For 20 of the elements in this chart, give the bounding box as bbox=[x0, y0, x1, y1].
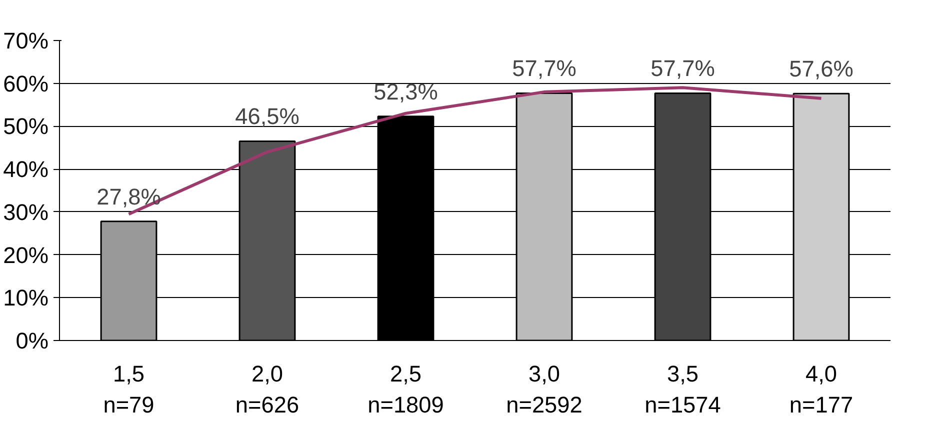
data-label: 57,6% bbox=[789, 56, 854, 82]
x-tick-label: 3,5 n=1574 bbox=[644, 360, 721, 418]
x-tick-label: 3,0 n=2592 bbox=[506, 360, 582, 418]
y-tick-label: 50% bbox=[3, 113, 49, 140]
y-tick-label: 30% bbox=[3, 198, 49, 225]
y-tick-label: 10% bbox=[3, 284, 49, 311]
y-tick-label: 0% bbox=[16, 328, 49, 354]
x-tick-label: 2,5 n=1809 bbox=[368, 360, 444, 418]
y-tick-label: 70% bbox=[3, 28, 49, 54]
data-label: 52,3% bbox=[374, 78, 438, 104]
y-tick-label: 20% bbox=[3, 242, 49, 268]
y-tick-label: 60% bbox=[3, 70, 49, 96]
x-tick-label: 1,5 n=79 bbox=[103, 360, 154, 418]
x-tick-label: 2,0 n=626 bbox=[235, 360, 300, 418]
y-tick-label: 40% bbox=[3, 156, 49, 182]
data-label: 57,7% bbox=[512, 55, 576, 82]
data-label: 46,5% bbox=[235, 103, 300, 130]
data-label: 27,8% bbox=[96, 183, 161, 210]
x-tick-label: 4,0 n=177 bbox=[789, 360, 854, 418]
data-label: 57,7% bbox=[650, 55, 715, 82]
